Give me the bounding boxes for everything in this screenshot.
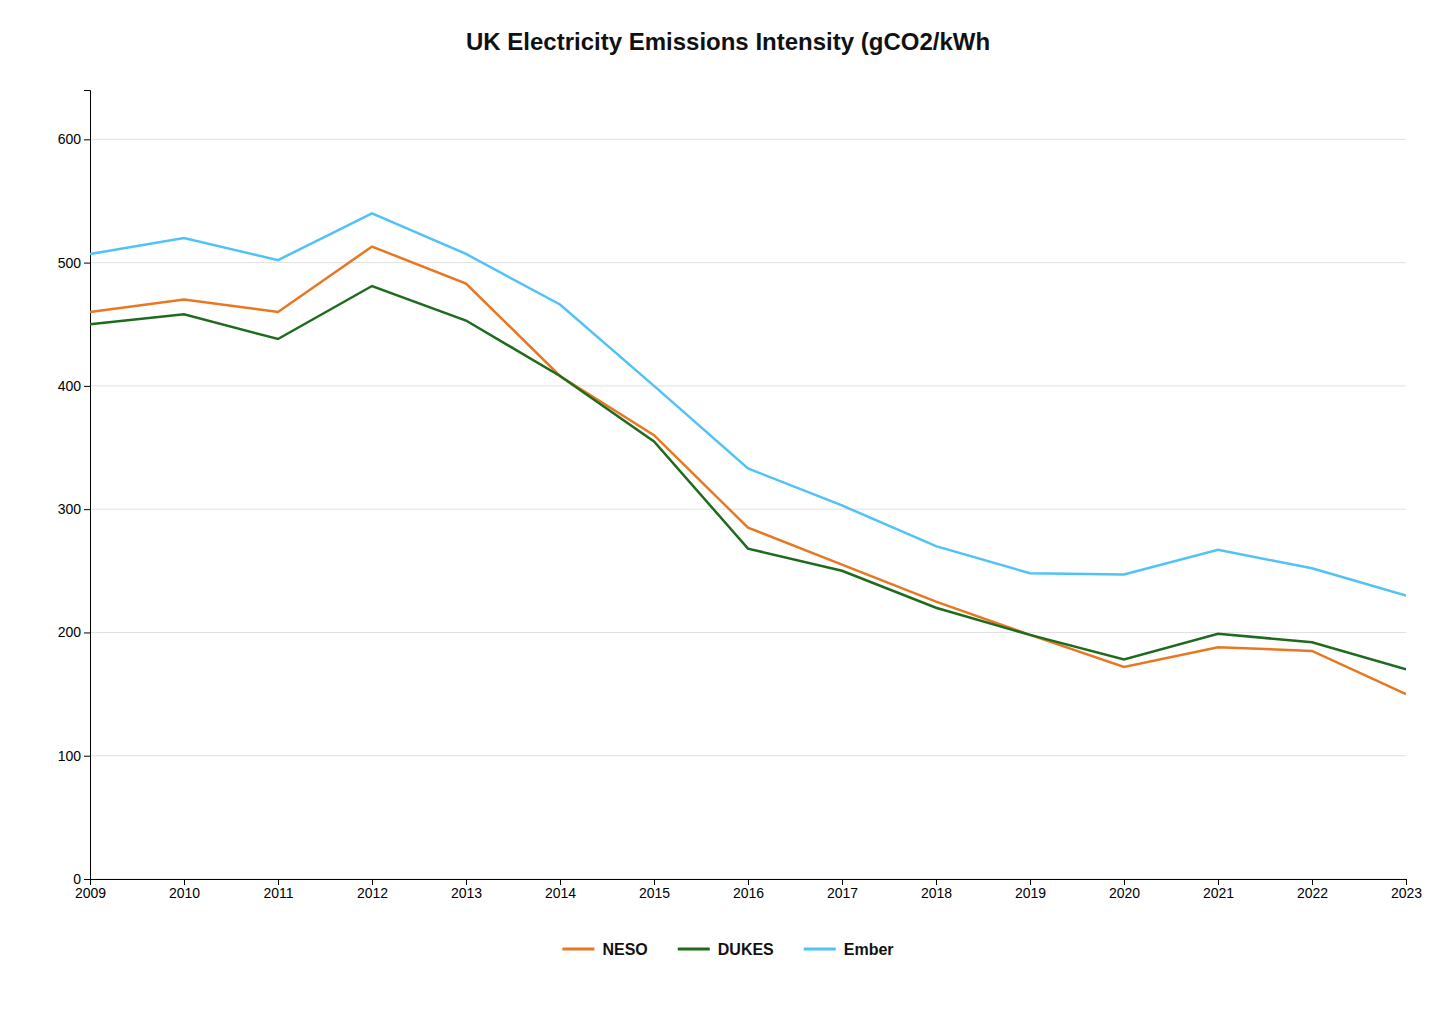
- y-tick-mark: [84, 632, 90, 633]
- x-tick: 2017: [827, 879, 858, 901]
- grid-line: [90, 509, 1406, 510]
- x-axis: 2009 2010 2011 2012 2013 2014 2015 2016 2017 2018…: [75, 879, 1422, 901]
- series-line: [90, 213, 1406, 595]
- y-tick-label: 0: [73, 871, 81, 887]
- y-tick-mark: [84, 879, 90, 880]
- y-tick: 100: [58, 748, 90, 764]
- x-tick-label: 2019: [1015, 885, 1046, 901]
- x-tick-label: 2020: [1109, 885, 1140, 901]
- y-tick: 500: [58, 255, 90, 271]
- x-tick: 2016: [733, 879, 764, 901]
- y-tick: 200: [58, 624, 90, 640]
- series-line: [90, 286, 1406, 669]
- grid-line: [90, 385, 1406, 386]
- title: UK Electricity Emissions Intensity (gCO2…: [466, 28, 990, 55]
- grid-line: [90, 139, 1406, 140]
- x-tick-label: 2021: [1203, 885, 1234, 901]
- legend-label: Ember: [844, 941, 894, 958]
- x-tick: 2023: [1391, 879, 1422, 901]
- grid-line: [90, 262, 1406, 263]
- x-tick-label: 2014: [545, 885, 576, 901]
- y-tick-label: 400: [58, 378, 82, 394]
- x-tick-label: 2012: [357, 885, 388, 901]
- grid-line: [90, 755, 1406, 756]
- x-tick: 2011: [263, 879, 293, 901]
- legend-item: NESO: [562, 941, 647, 958]
- x-tick: 2013: [451, 879, 482, 901]
- legend-label: NESO: [602, 941, 647, 958]
- y-tick: 300: [58, 501, 90, 517]
- y-tick: 0: [73, 871, 90, 887]
- x-tick-label: 2023: [1391, 885, 1422, 901]
- y-axis: 0 100 200 300 400 500 600: [58, 91, 91, 887]
- x-tick-label: 2017: [827, 885, 858, 901]
- x-tick: 2012: [357, 879, 388, 901]
- x-tick: 2018: [921, 879, 952, 901]
- y-tick-label: 600: [58, 131, 82, 147]
- y-tick: 400: [58, 378, 90, 394]
- x-tick: 2020: [1109, 879, 1140, 901]
- x-tick: 2019: [1015, 879, 1046, 901]
- legend-swatch: [804, 948, 836, 951]
- chart: UK Electricity Emissions Intensity (gCO2…: [0, 0, 1456, 1019]
- x-tick-label: 2016: [733, 885, 764, 901]
- y-tick-label: 300: [58, 501, 82, 517]
- y-tick-label: 100: [58, 748, 82, 764]
- x-tick: 2010: [169, 879, 200, 901]
- grid-line: [90, 632, 1406, 633]
- y-tick-mark: [84, 509, 90, 510]
- y-axis-line: [84, 91, 91, 880]
- x-tick-label: 2013: [451, 885, 482, 901]
- y-tick-mark: [84, 139, 90, 140]
- y-tick: 600: [58, 131, 90, 147]
- x-tick-label: 2011: [263, 885, 293, 901]
- y-tick-label: 500: [58, 255, 82, 271]
- legend-swatch: [678, 948, 710, 951]
- series-line: [90, 247, 1406, 695]
- x-tick: 2014: [545, 879, 576, 901]
- legend-item: DUKES: [678, 941, 774, 958]
- x-tick-label: 2009: [75, 885, 106, 901]
- grid: [90, 139, 1406, 879]
- x-tick-label: 2018: [921, 885, 952, 901]
- y-tick-mark: [84, 386, 90, 387]
- legend-swatch: [562, 948, 594, 951]
- legend-label: DUKES: [718, 941, 774, 958]
- y-tick-mark: [84, 756, 90, 757]
- x-tick: 2021: [1203, 879, 1234, 901]
- x-tick: 2015: [639, 879, 670, 901]
- x-tick-label: 2015: [639, 885, 670, 901]
- legend-item: Ember: [804, 941, 894, 958]
- legend: NESO DUKES Ember: [562, 941, 893, 958]
- y-tick-label: 200: [58, 624, 82, 640]
- x-tick-label: 2010: [169, 885, 200, 901]
- y-tick-mark: [84, 263, 90, 264]
- plot: 2009 2010 2011 2012 2013 2014 2015 2016 2017 2018…: [58, 91, 1423, 901]
- lines: [90, 213, 1406, 694]
- x-tick: 2022: [1297, 879, 1328, 901]
- x-tick-label: 2022: [1297, 885, 1328, 901]
